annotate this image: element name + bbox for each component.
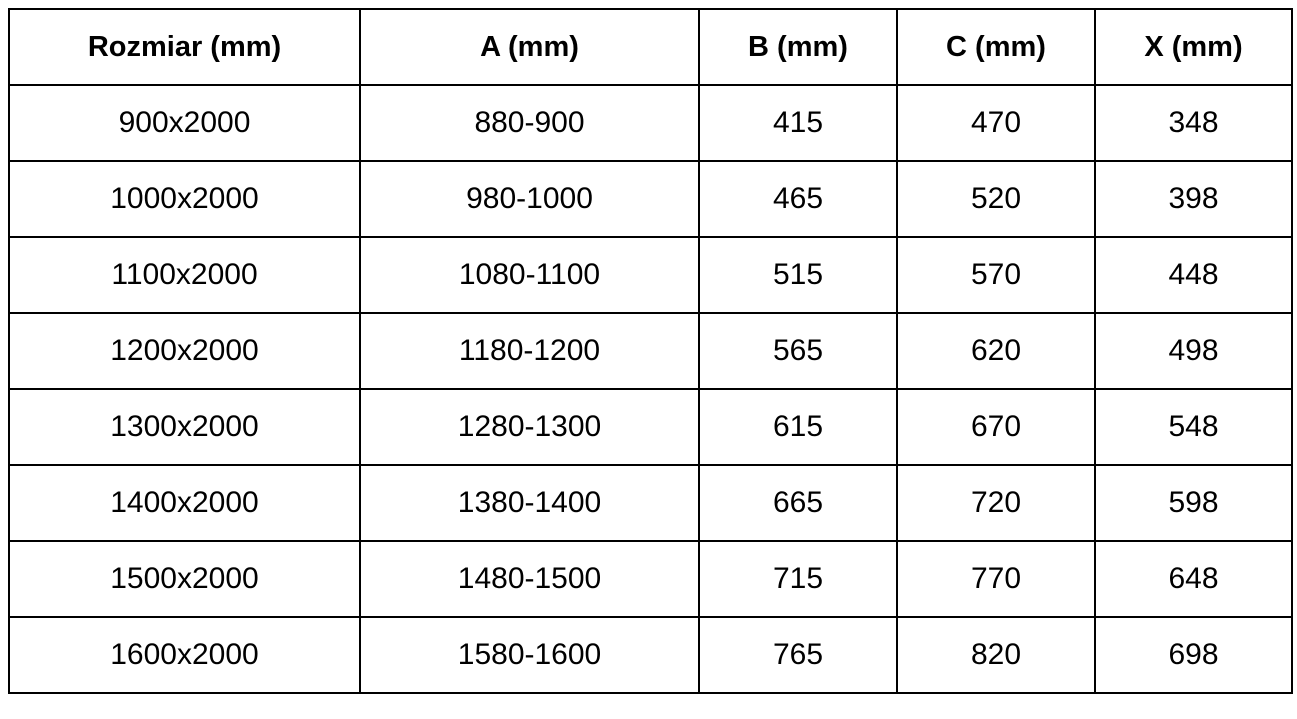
cell-size: 1500x2000 [8, 540, 361, 618]
cell-c: 620 [896, 312, 1096, 390]
cell-size: 1000x2000 [8, 160, 361, 238]
table-row: 900x2000 880-900 415 470 348 [8, 84, 1293, 162]
cell-size: 1300x2000 [8, 388, 361, 466]
cell-a: 1480-1500 [359, 540, 700, 618]
cell-c: 720 [896, 464, 1096, 542]
cell-b: 765 [698, 616, 898, 694]
cell-a: 1380-1400 [359, 464, 700, 542]
cell-size: 1400x2000 [8, 464, 361, 542]
header-b: B (mm) [698, 8, 898, 86]
cell-x: 448 [1094, 236, 1293, 314]
cell-c: 670 [896, 388, 1096, 466]
cell-a: 880-900 [359, 84, 700, 162]
cell-b: 615 [698, 388, 898, 466]
cell-b: 515 [698, 236, 898, 314]
table-row: 1000x2000 980-1000 465 520 398 [8, 160, 1293, 238]
cell-c: 520 [896, 160, 1096, 238]
cell-x: 548 [1094, 388, 1293, 466]
cell-c: 570 [896, 236, 1096, 314]
cell-a: 1080-1100 [359, 236, 700, 314]
cell-x: 398 [1094, 160, 1293, 238]
cell-size: 900x2000 [8, 84, 361, 162]
header-x: X (mm) [1094, 8, 1293, 86]
cell-c: 820 [896, 616, 1096, 694]
cell-size: 1600x2000 [8, 616, 361, 694]
cell-b: 415 [698, 84, 898, 162]
table-row: 1400x2000 1380-1400 665 720 598 [8, 464, 1293, 542]
cell-b: 565 [698, 312, 898, 390]
header-size: Rozmiar (mm) [8, 8, 361, 86]
header-row: Rozmiar (mm) A (mm) B (mm) C (mm) X (mm) [8, 8, 1293, 86]
cell-a: 1180-1200 [359, 312, 700, 390]
cell-a: 1580-1600 [359, 616, 700, 694]
table-row: 1200x2000 1180-1200 565 620 498 [8, 312, 1293, 390]
cell-a: 980-1000 [359, 160, 700, 238]
cell-b: 715 [698, 540, 898, 618]
cell-x: 498 [1094, 312, 1293, 390]
cell-x: 648 [1094, 540, 1293, 618]
cell-x: 598 [1094, 464, 1293, 542]
cell-b: 665 [698, 464, 898, 542]
cell-x: 698 [1094, 616, 1293, 694]
table-body: 900x2000 880-900 415 470 348 1000x2000 980-100… [8, 84, 1293, 694]
table-row: 1500x2000 1480-1500 715 770 648 [8, 540, 1293, 618]
cell-c: 770 [896, 540, 1096, 618]
dimensions-table: Rozmiar (mm) A (mm) B (mm) C (mm) X (mm)… [8, 8, 1293, 694]
cell-size: 1100x2000 [8, 236, 361, 314]
table-row: 1300x2000 1280-1300 615 670 548 [8, 388, 1293, 466]
table-row: 1100x2000 1080-1100 515 570 448 [8, 236, 1293, 314]
cell-a: 1280-1300 [359, 388, 700, 466]
cell-size: 1200x2000 [8, 312, 361, 390]
cell-c: 470 [896, 84, 1096, 162]
cell-b: 465 [698, 160, 898, 238]
table-row: 1600x2000 1580-1600 765 820 698 [8, 616, 1293, 694]
cell-x: 348 [1094, 84, 1293, 162]
header-c: C (mm) [896, 8, 1096, 86]
header-a: A (mm) [359, 8, 700, 86]
